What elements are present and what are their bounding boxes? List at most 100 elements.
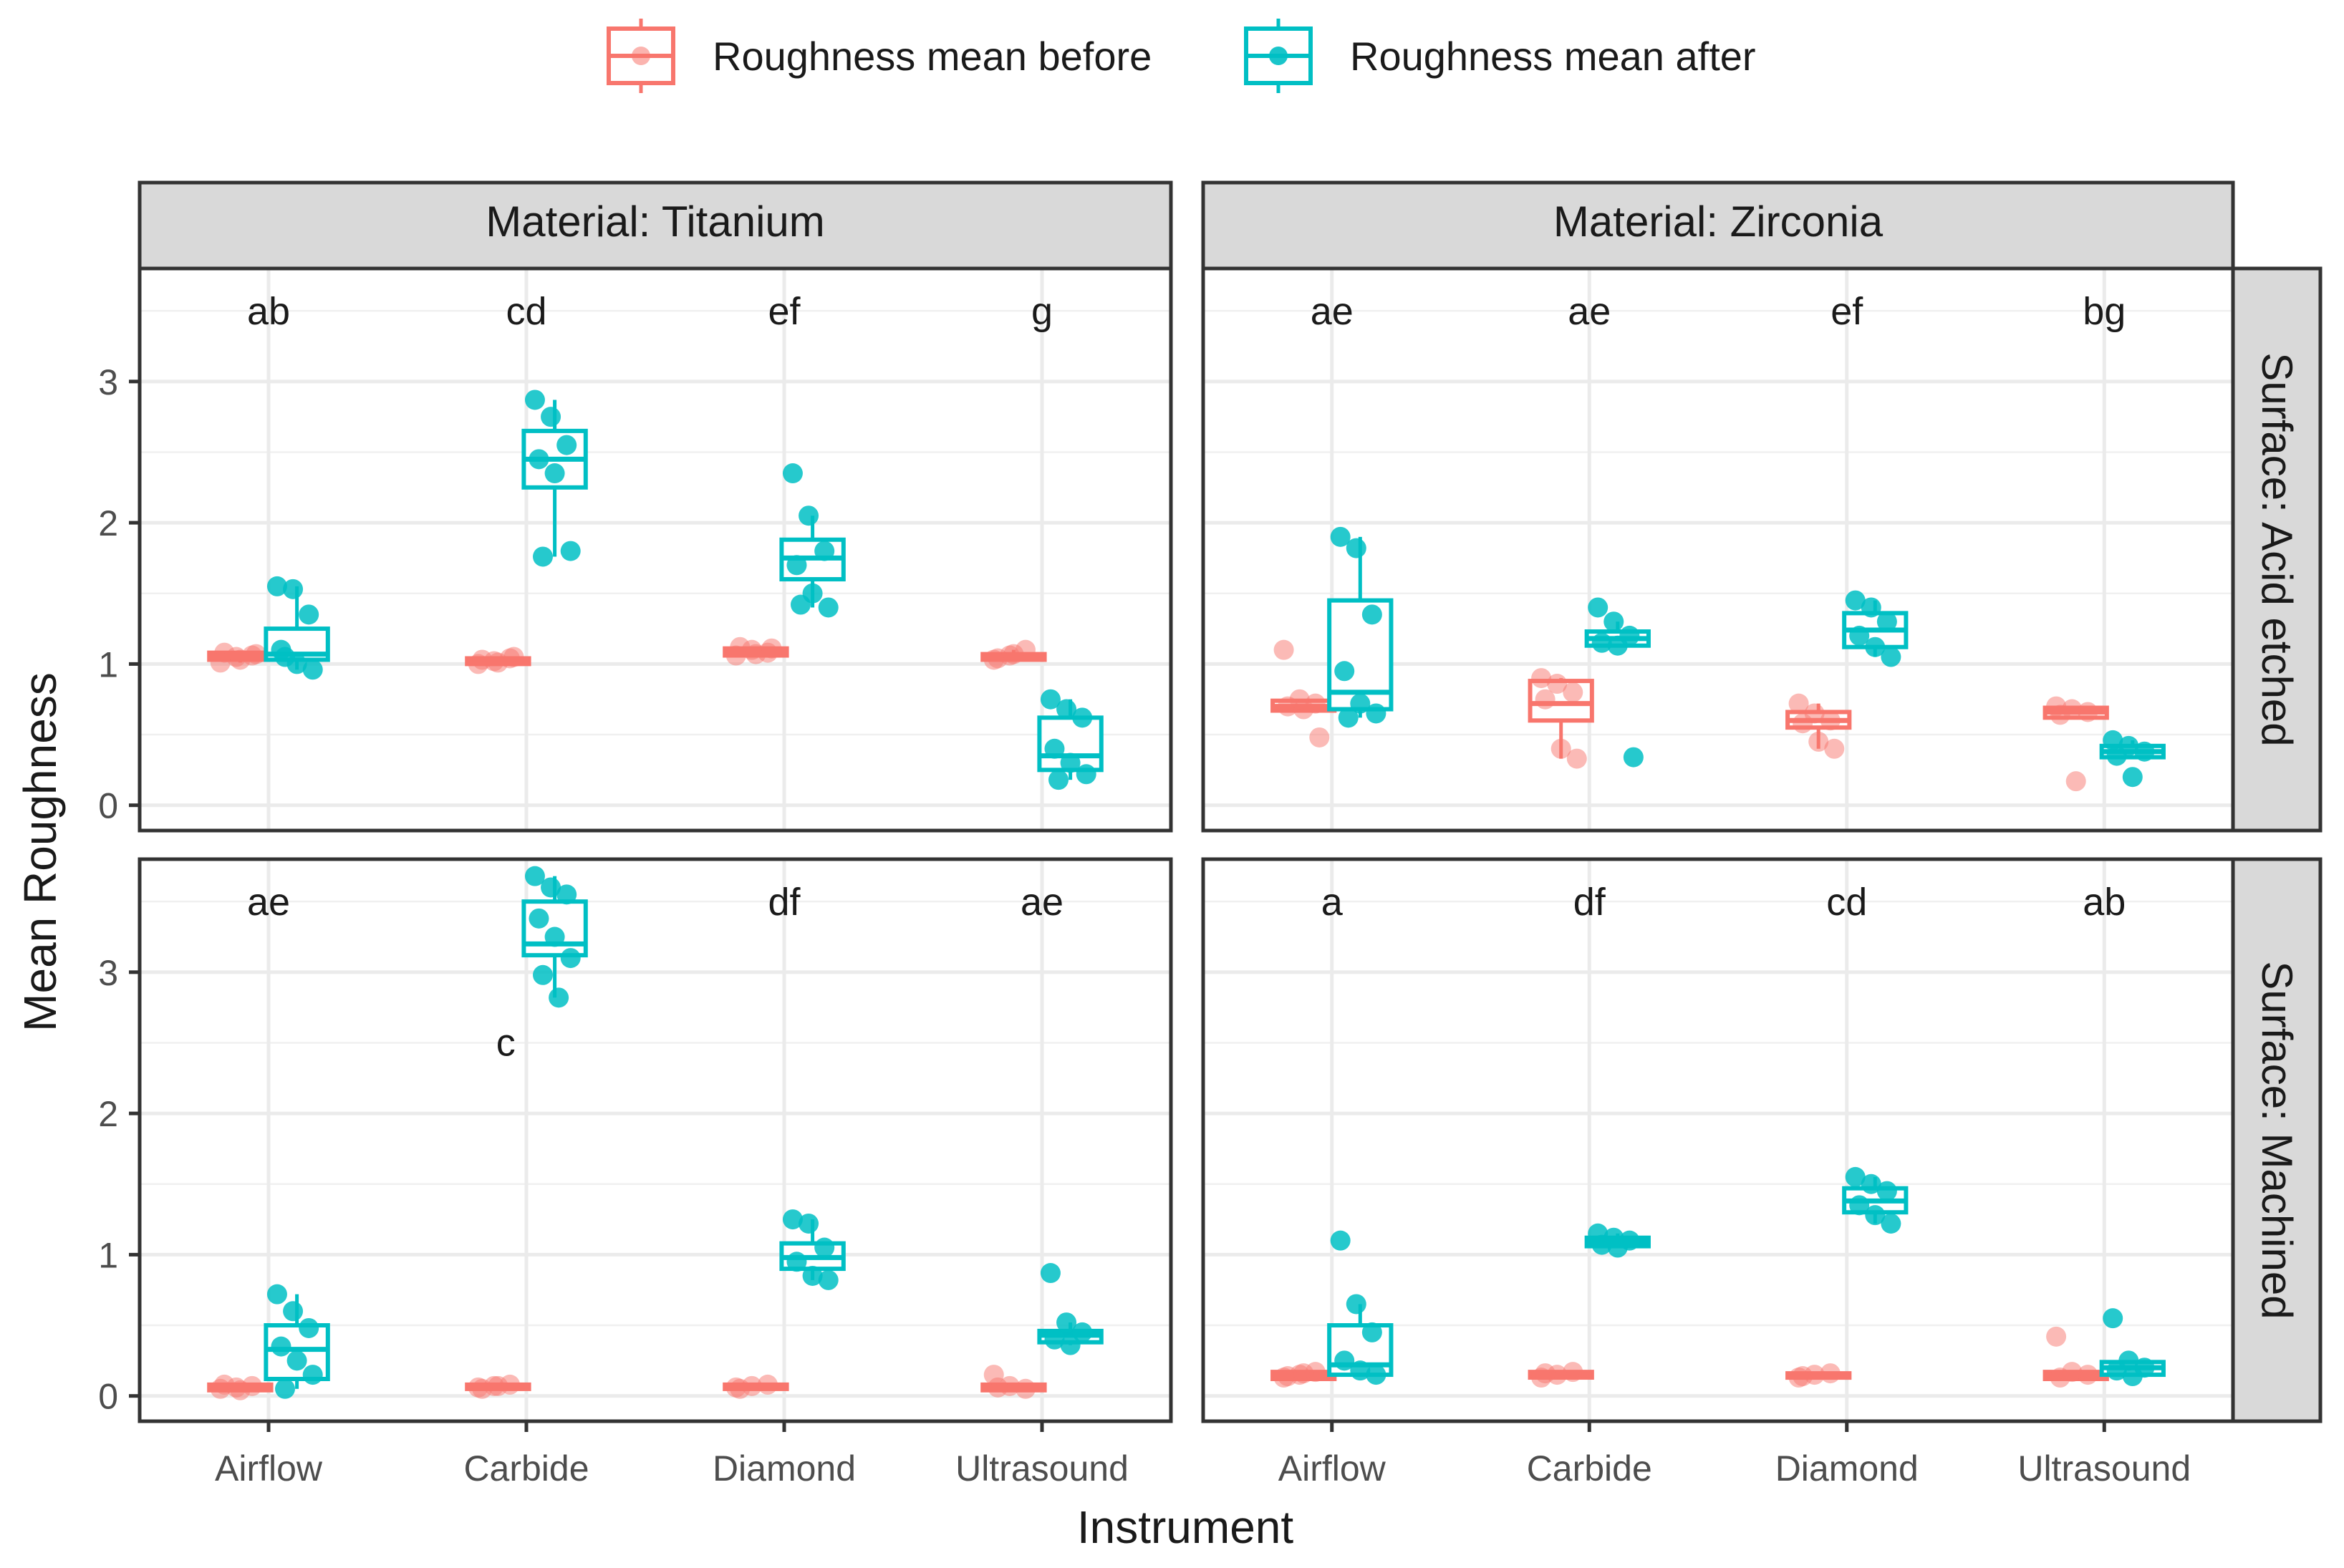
data-point xyxy=(1366,703,1386,724)
data-point xyxy=(560,541,581,561)
data-point xyxy=(503,647,524,667)
data-point xyxy=(1563,682,1583,702)
data-point xyxy=(782,1209,803,1230)
data-point xyxy=(2122,1366,2143,1387)
data-point xyxy=(1338,707,1359,728)
panel-0: ab cd ef g xyxy=(138,266,1173,833)
data-point xyxy=(988,1377,1008,1398)
y-tick-label: 3 xyxy=(98,953,118,993)
box-after-carbide xyxy=(1584,597,1651,768)
box-after-carbide xyxy=(521,389,588,567)
data-point xyxy=(266,576,287,596)
box-before-diamond xyxy=(723,637,789,666)
box-before-ultrasound xyxy=(2042,696,2109,792)
box-after-diamond xyxy=(779,463,846,618)
data-point xyxy=(1346,538,1366,558)
strip-label: Material: Zirconia xyxy=(1553,198,1884,246)
y-tick-label: 0 xyxy=(98,786,118,826)
data-point xyxy=(1044,738,1065,759)
data-point xyxy=(549,987,569,1008)
data-point xyxy=(1361,604,1382,625)
data-point xyxy=(1865,637,1886,657)
data-point xyxy=(818,597,839,618)
data-point xyxy=(529,908,549,929)
data-point xyxy=(786,1252,807,1272)
data-point xyxy=(1881,1213,1901,1234)
significance-letter: g xyxy=(1031,290,1053,333)
data-point xyxy=(761,638,782,659)
data-point xyxy=(275,1378,296,1399)
data-point xyxy=(541,407,561,427)
data-point xyxy=(230,1380,251,1400)
data-point xyxy=(1361,1322,1382,1342)
data-point xyxy=(1056,699,1077,720)
strip-label: Surface: Machined xyxy=(2253,961,2301,1319)
significance-letter: ab xyxy=(247,290,290,333)
data-point xyxy=(1793,713,1813,734)
box-before-carbide xyxy=(465,647,531,674)
data-point xyxy=(1793,1366,1813,1387)
significance-letter: ab xyxy=(2083,881,2126,924)
data-point xyxy=(818,1269,839,1290)
data-point xyxy=(791,594,811,615)
data-point xyxy=(2106,1360,2127,1381)
box-after-ultrasound xyxy=(1037,1263,1104,1355)
box-after-carbide xyxy=(1584,1223,1651,1258)
data-point xyxy=(814,541,835,561)
data-point xyxy=(1849,1195,1870,1216)
data-point xyxy=(541,877,561,898)
data-point xyxy=(2103,730,2123,750)
x-axis-title: Instrument xyxy=(1077,1501,1294,1553)
strip-label: Material: Titanium xyxy=(486,198,825,246)
data-point xyxy=(560,948,581,969)
data-point xyxy=(1273,639,1294,660)
data-point xyxy=(786,555,807,576)
box-before-carbide xyxy=(1528,668,1594,769)
data-point xyxy=(1591,632,1612,653)
box-before-carbide xyxy=(1528,1362,1594,1388)
data-point xyxy=(1607,635,1628,656)
data-point xyxy=(544,926,565,947)
significance-letter: cd xyxy=(1826,881,1867,924)
data-point xyxy=(1330,526,1351,547)
significance-letter: ae xyxy=(1568,290,1611,333)
data-point xyxy=(757,1374,778,1395)
x-tick-label: Ultrasound xyxy=(2017,1448,2191,1489)
y-tick-label: 2 xyxy=(98,503,118,543)
legend-key-dot xyxy=(632,47,650,65)
box-before-diamond xyxy=(1785,1363,1852,1388)
data-point xyxy=(1056,1312,1077,1333)
panel-border xyxy=(138,857,1173,1423)
x-tick-label: Diamond xyxy=(713,1448,856,1489)
data-point xyxy=(1607,1237,1628,1258)
data-point xyxy=(1849,625,1870,646)
data-point xyxy=(1881,647,1901,667)
data-point xyxy=(2103,1308,2123,1329)
data-point xyxy=(544,463,565,484)
significance-letter-extra: c xyxy=(496,1021,516,1064)
data-point xyxy=(1535,689,1556,710)
y-tick-label: 1 xyxy=(98,1235,118,1275)
data-point xyxy=(802,1265,823,1286)
data-point xyxy=(529,449,549,470)
significance-letter: a xyxy=(1321,881,1344,924)
box-before-diamond xyxy=(723,1374,789,1399)
data-point xyxy=(1808,731,1829,752)
data-point xyxy=(2065,771,2086,792)
axes: 0 1 2 3 0 1 2 3 Airflow Carbide Diamond Ultrasound A… xyxy=(98,362,2191,1489)
box-after-airflow xyxy=(264,1284,330,1399)
data-point xyxy=(1623,747,1644,768)
panel-3: a df cd ab xyxy=(1201,857,2235,1423)
data-point xyxy=(1293,1363,1314,1384)
data-point xyxy=(2078,702,2098,722)
data-point xyxy=(988,648,1008,669)
legend-label: Roughness mean after xyxy=(1350,34,1756,79)
data-point xyxy=(730,1378,751,1399)
data-point xyxy=(1861,597,1881,618)
data-point xyxy=(533,546,554,567)
data-point xyxy=(1566,748,1587,769)
data-point xyxy=(1346,1294,1366,1315)
strip-row-0: Surface: Acid etched xyxy=(2231,266,2323,833)
panel-1: ae ae ef bg xyxy=(1201,266,2235,833)
box-before-ultrasound xyxy=(980,639,1047,670)
